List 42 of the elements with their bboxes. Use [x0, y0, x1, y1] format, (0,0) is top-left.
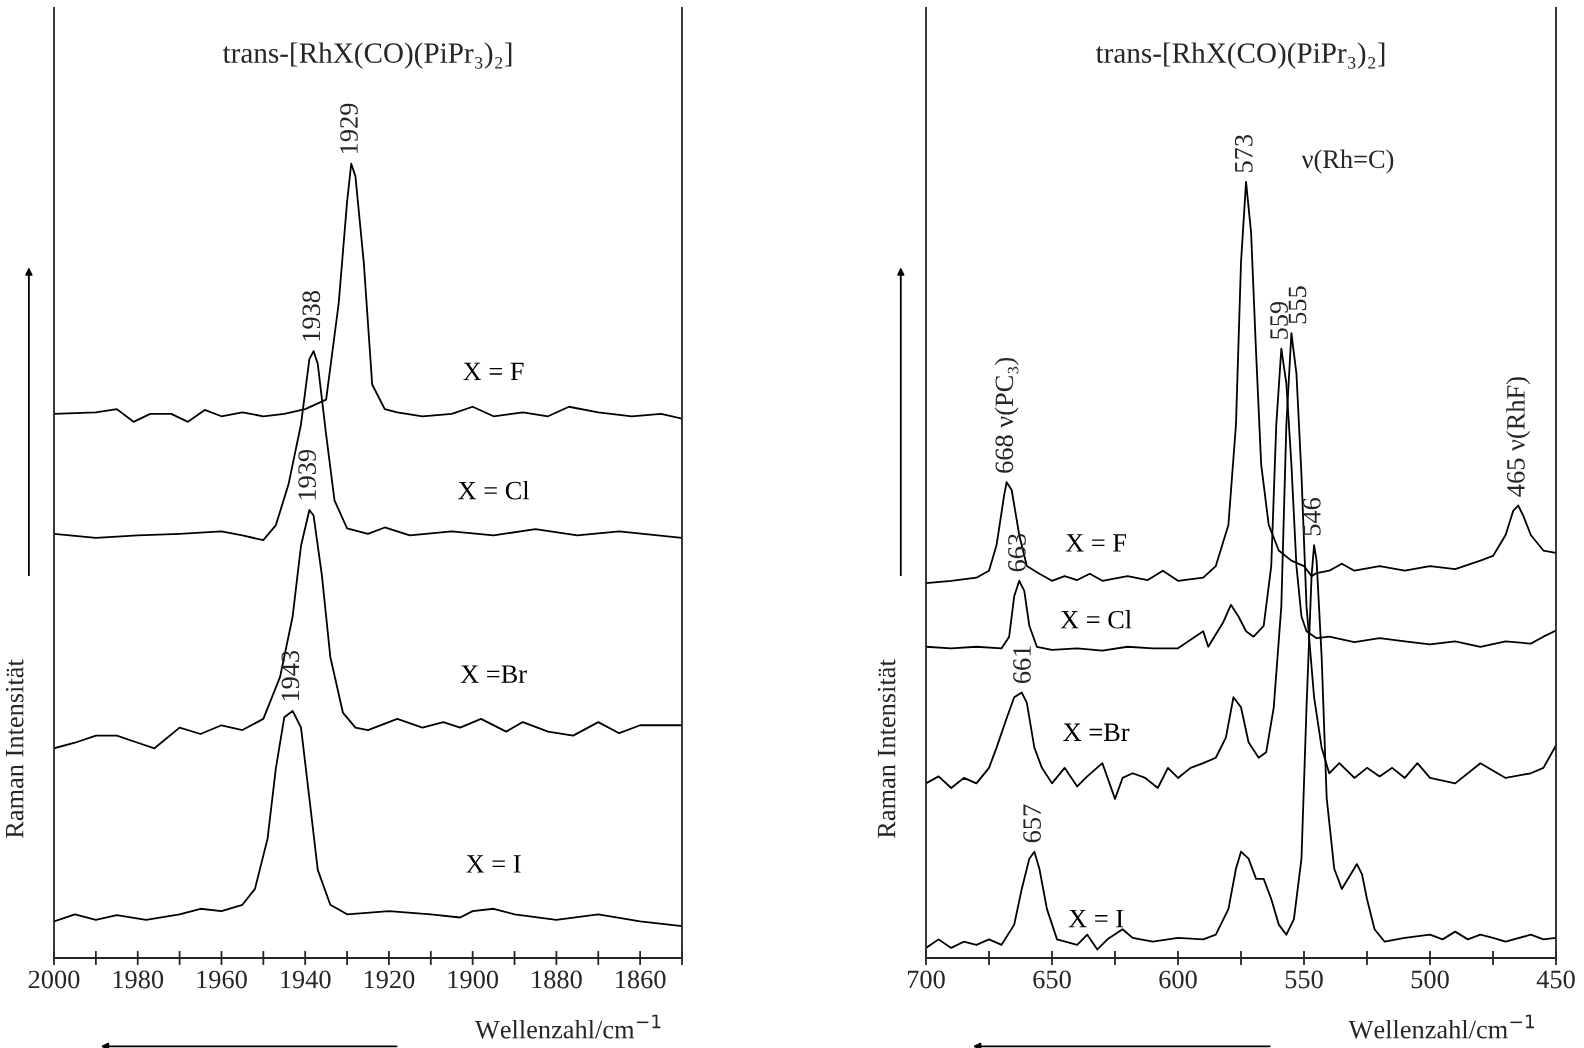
annotation: 1939 — [298, 449, 316, 500]
x-tick-label: 650 — [1033, 970, 1071, 989]
annotation: 668 ν(PC₃) — [994, 357, 1019, 473]
annotation: 657 — [1023, 804, 1041, 843]
series-label: X = I — [466, 855, 521, 873]
x-tick-label: 1900 — [448, 970, 499, 989]
x-tick-label: 1960 — [197, 970, 247, 989]
x-tick-label: 600 — [1159, 970, 1197, 989]
series-label: X = F — [463, 362, 524, 381]
annotation: 559 — [1270, 301, 1288, 339]
y-axis-title: Raman Intensität — [5, 659, 24, 839]
series-label: X = F — [1065, 534, 1127, 552]
x-tick-label: 2000 — [28, 970, 80, 989]
annotation: 1938 — [302, 291, 321, 341]
x-tick-label: 1920 — [364, 970, 415, 989]
series-label: X = I — [1068, 909, 1124, 928]
x-tick-label: 450 — [1536, 970, 1575, 989]
annotation: 1929 — [340, 103, 358, 154]
annotation: 661 — [1013, 646, 1031, 684]
series-label: X = Cl — [458, 480, 530, 500]
series-label: X =Br — [1063, 723, 1130, 741]
series-label: X =Br — [460, 665, 527, 683]
y-axis-title: Raman Intensität — [877, 659, 896, 839]
annotation: 1943 — [281, 650, 300, 701]
x-tick-label: 550 — [1285, 970, 1323, 989]
x-tick-label: 1880 — [532, 970, 582, 989]
chart-title: trans-[RhX(CO)(PiPr₃)₂] — [222, 42, 512, 69]
annotation: 465 ν(RhF) — [1506, 377, 1531, 497]
annotation: 663 — [1008, 533, 1026, 572]
annotation: ν(Rh=C) — [1301, 149, 1394, 174]
series-label: X = Cl — [1060, 610, 1132, 629]
annotation: 573 — [1234, 134, 1253, 172]
annotation: 555 — [1288, 286, 1307, 324]
x-axis-title: Wellenzahl/cm$^{−1}$ — [474, 1014, 661, 1039]
annotation: 546 — [1302, 497, 1321, 536]
x-tick-label: 700 — [907, 970, 945, 989]
x-tick-label: 1980 — [113, 970, 164, 989]
x-tick-label: 1860 — [616, 970, 666, 989]
x-tick-label: 500 — [1411, 970, 1449, 989]
x-tick-label: 1940 — [281, 970, 331, 989]
x-axis-title: Wellenzahl/cm$^{−1}$ — [1348, 1014, 1535, 1039]
chart-title: trans-[RhX(CO)(PiPr₃)₂] — [1095, 42, 1385, 69]
